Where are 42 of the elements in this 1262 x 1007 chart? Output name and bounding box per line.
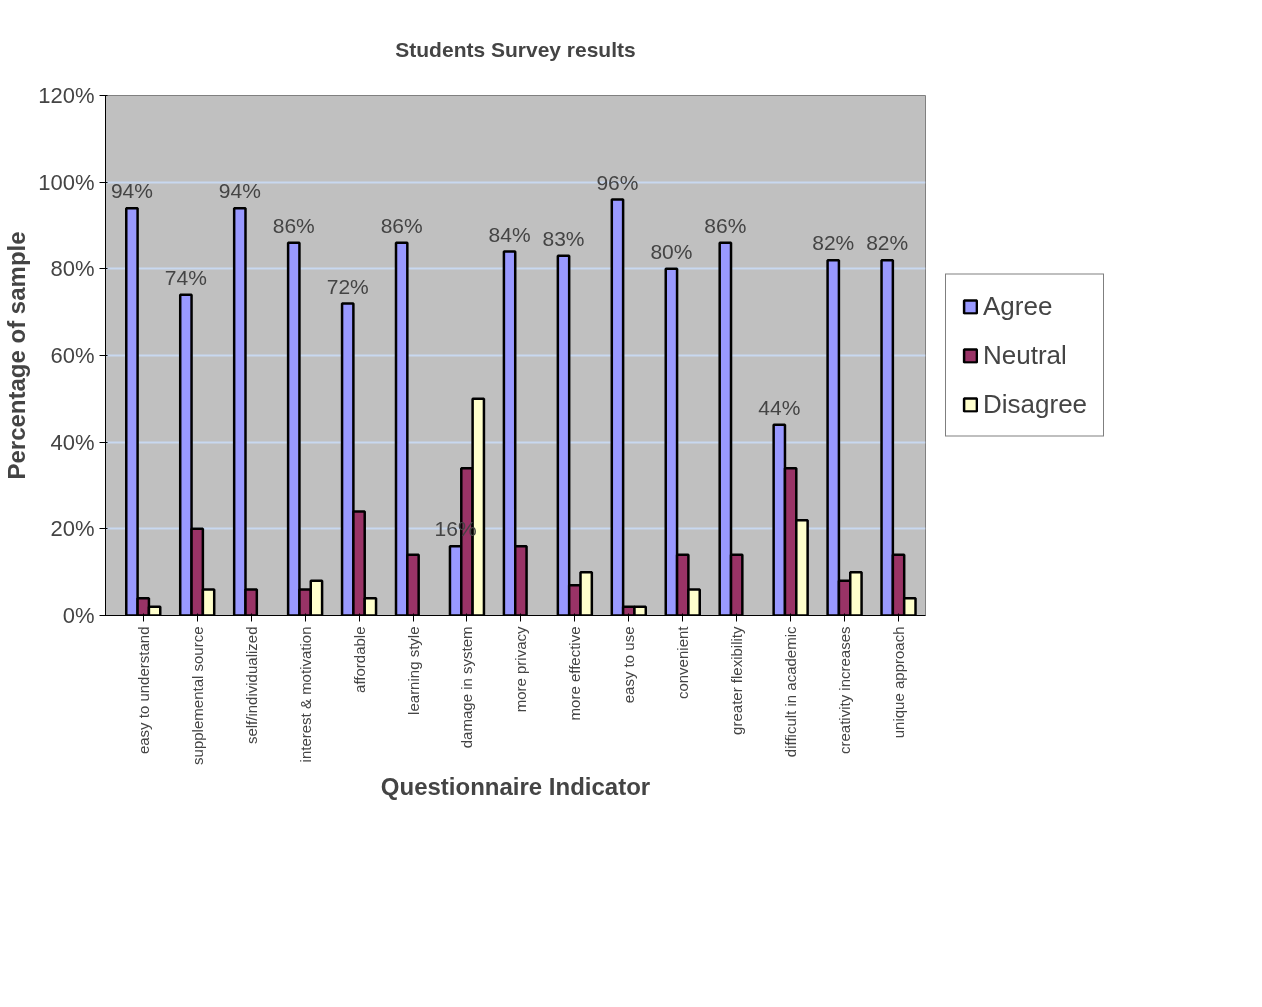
x-tick-label: easy to understand: [134, 626, 152, 755]
chart-title: Students Survey results: [395, 37, 636, 61]
x-tick-label: self/individualized: [242, 626, 260, 745]
x-tick-label: supplemental source: [188, 626, 206, 765]
x-tick-label: greater flexibility: [728, 626, 746, 735]
y-tick-label: 60%: [50, 343, 95, 368]
x-tick-label: difficult in academic: [782, 626, 800, 758]
legend-label: Agree: [983, 290, 1053, 322]
data-label: 82%: [812, 231, 855, 255]
x-tick-label: interest & motivation: [296, 626, 314, 763]
x-tick-label: creativity increases: [836, 626, 854, 755]
legend-label: Disagree: [983, 388, 1088, 420]
x-tick-label: learning style: [404, 626, 422, 715]
x-tick-label: convenient: [674, 625, 692, 700]
y-axis-title: Percentage of sample: [3, 231, 31, 480]
data-label: 86%: [380, 213, 423, 237]
y-tick-label: 80%: [50, 256, 95, 282]
y-tick-label: 40%: [50, 429, 95, 455]
data-label: 94%: [110, 179, 153, 203]
y-tick-label: 20%: [50, 516, 95, 542]
data-label: 80%: [650, 239, 693, 263]
x-tick-label: unique approach: [890, 626, 908, 739]
x-tick-label: easy to use: [620, 626, 638, 704]
data-label: 86%: [272, 213, 315, 237]
x-tick-label: more effective: [566, 626, 584, 721]
data-label: 96%: [596, 170, 639, 194]
data-label: 84%: [488, 222, 531, 246]
data-label: 82%: [866, 231, 909, 255]
x-axis-title: Questionnaire Indicator: [380, 772, 651, 800]
y-tick-label: 120%: [38, 83, 95, 108]
x-tick-label: damage in system: [458, 626, 476, 749]
data-label: 44%: [758, 395, 801, 419]
data-label: 83%: [542, 226, 585, 250]
data-label: 72%: [326, 274, 369, 298]
data-label: 94%: [218, 179, 261, 203]
legend-label: Neutral: [983, 339, 1067, 371]
y-tick-label: 0%: [62, 603, 95, 628]
data-label: 86%: [704, 213, 747, 237]
y-tick-label: 100%: [38, 169, 95, 195]
x-tick-label: more privacy: [512, 626, 530, 713]
data-label: 74%: [164, 265, 207, 289]
x-tick-label: affordable: [350, 626, 368, 693]
